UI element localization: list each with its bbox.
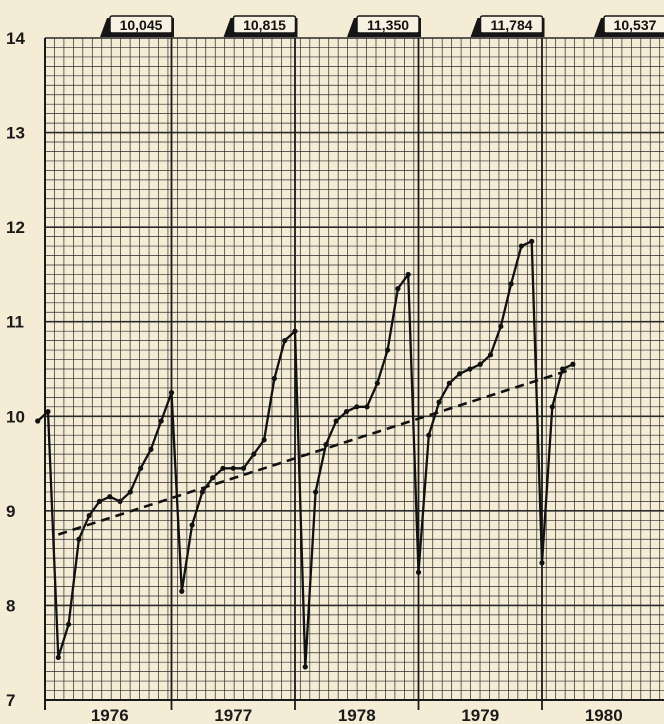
data-point xyxy=(179,588,185,594)
annual-total-label: 11,784 xyxy=(490,17,532,33)
data-point xyxy=(117,498,123,504)
data-point xyxy=(498,323,504,330)
data-point xyxy=(559,366,566,372)
data-point xyxy=(529,238,535,244)
y-tick-label: 9 xyxy=(6,502,15,521)
trend-line xyxy=(57,367,574,536)
data-point xyxy=(354,404,360,410)
data-point xyxy=(518,243,525,249)
data-point xyxy=(251,451,257,457)
data-point xyxy=(364,404,370,410)
data-point xyxy=(96,498,103,504)
data-point xyxy=(405,271,411,278)
data-point xyxy=(477,361,483,367)
tag-label-box xyxy=(356,15,420,34)
data-point xyxy=(446,380,452,386)
series-layer xyxy=(35,238,576,670)
data-point xyxy=(35,418,41,424)
data-point xyxy=(374,380,380,386)
data-point xyxy=(539,560,545,566)
data-point xyxy=(189,522,195,528)
tag-label-box xyxy=(109,15,173,34)
data-point xyxy=(457,371,463,377)
data-point xyxy=(107,494,113,500)
data-point xyxy=(436,399,442,405)
data-point xyxy=(230,465,236,471)
x-tick-label: 1980 xyxy=(585,706,623,724)
data-point xyxy=(302,664,308,670)
data-point xyxy=(467,366,473,372)
annual-total-label: 10,815 xyxy=(243,17,286,33)
y-tick-label: 8 xyxy=(6,596,15,615)
data-point xyxy=(261,437,267,443)
data-point xyxy=(570,361,576,367)
data-point xyxy=(158,418,164,424)
annual-total-tag: 11,350 xyxy=(347,15,421,37)
data-point xyxy=(426,432,432,438)
data-point xyxy=(395,286,401,292)
tag-label-box xyxy=(479,15,544,34)
annual-total-tags: 10,045 10,815 11,350 11,784 10,537 xyxy=(100,15,664,37)
data-point xyxy=(127,489,133,495)
data-point xyxy=(343,408,350,415)
data-point xyxy=(271,375,278,382)
x-tick-label: 1978 xyxy=(338,706,376,724)
axes: 7 8 9 10 11 12 13 14 1976 1977 1978 1979 1980 xyxy=(6,29,664,724)
annual-total-tag: 10,537 xyxy=(594,15,664,37)
tag-label-box xyxy=(603,15,664,34)
data-point xyxy=(55,654,61,661)
data-point xyxy=(240,465,247,471)
data-point xyxy=(487,352,494,358)
y-tick-label: 14 xyxy=(6,29,25,48)
data-point xyxy=(508,281,514,287)
y-tick-label: 7 xyxy=(6,691,15,710)
data-point xyxy=(148,446,154,452)
grid xyxy=(44,37,664,710)
x-tick-label: 1977 xyxy=(214,706,252,724)
data-point xyxy=(86,512,92,519)
data-point xyxy=(210,475,216,481)
data-point xyxy=(65,621,72,627)
y-tick-label: 11 xyxy=(6,313,24,332)
x-tick-label: 1979 xyxy=(461,706,499,724)
annual-total-tag: 11,784 xyxy=(470,15,545,37)
annual-total-label: 10,537 xyxy=(614,17,657,33)
data-point xyxy=(549,404,555,410)
data-point xyxy=(282,338,288,344)
annual-total-label: 10,045 xyxy=(120,17,163,33)
y-tick-label: 12 xyxy=(6,218,25,237)
data-point xyxy=(199,489,205,495)
annual-total-tag: 10,815 xyxy=(223,15,298,37)
x-tick-label: 1976 xyxy=(91,706,129,724)
data-point xyxy=(168,390,175,396)
annual-total-tag: 10,045 xyxy=(100,15,174,37)
data-point xyxy=(45,408,51,415)
data-point xyxy=(415,569,422,575)
annual-total-label: 11,350 xyxy=(367,17,409,33)
tag-label-box xyxy=(232,15,297,34)
data-point xyxy=(385,347,391,353)
data-point xyxy=(323,442,329,448)
data-point xyxy=(76,536,82,542)
data-point xyxy=(312,489,319,495)
y-tick-label: 13 xyxy=(6,124,25,143)
data-point xyxy=(333,418,339,424)
y-tick-label: 10 xyxy=(6,407,25,426)
data-point xyxy=(220,465,226,471)
data-point xyxy=(138,465,144,471)
data-point xyxy=(292,328,298,334)
